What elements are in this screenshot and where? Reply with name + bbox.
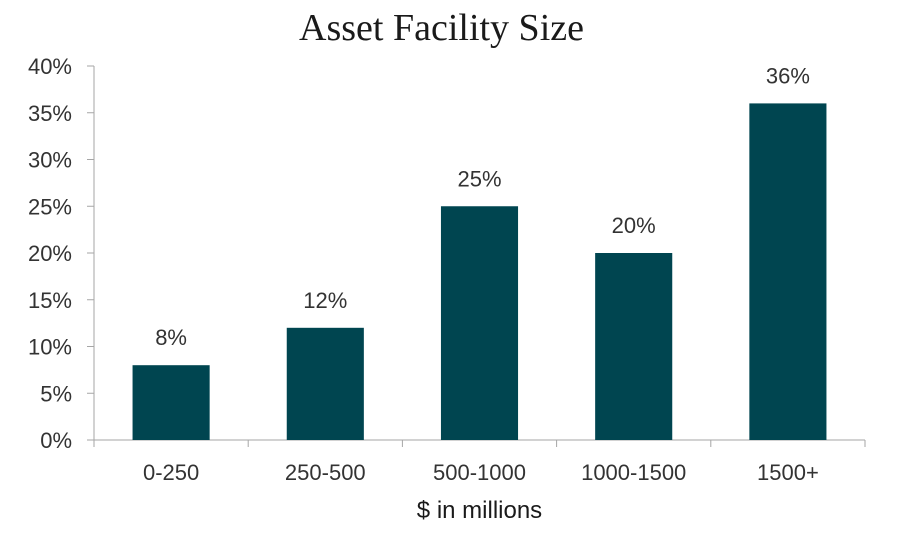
y-tick-label: 0%	[40, 428, 72, 453]
data-label: 8%	[155, 325, 187, 350]
data-label: 25%	[457, 166, 501, 191]
y-tick-label: 5%	[40, 381, 72, 406]
x-tick-label: 0-250	[143, 460, 199, 485]
data-label: 12%	[303, 288, 347, 313]
y-tick-label: 20%	[28, 241, 72, 266]
bar-1000-1500	[595, 253, 673, 440]
chart-title: Asset Facility Size	[299, 7, 584, 49]
y-tick-label: 30%	[28, 148, 72, 173]
x-tick-label: 250-500	[285, 460, 366, 485]
y-axis: 0% 5% 10% 15% 20% 25% 30% 35% 40%	[28, 54, 95, 453]
x-tick-label: 1000-1500	[581, 460, 686, 485]
y-tick-label: 10%	[28, 335, 72, 360]
bars: 8% 12% 25% 20% 36%	[132, 63, 827, 441]
x-tick-label: 1500+	[757, 460, 819, 485]
data-label: 36%	[766, 63, 810, 88]
bar-1500+	[749, 103, 827, 441]
data-label: 20%	[612, 213, 656, 238]
y-tick-label: 15%	[28, 288, 72, 313]
bar-0-250	[132, 365, 210, 440]
x-axis-title: $ in millions	[417, 497, 542, 524]
bar-500-1000	[440, 206, 519, 440]
y-tick-label: 35%	[28, 101, 72, 126]
y-tick-label: 25%	[28, 194, 72, 219]
bar-250-500	[286, 327, 364, 440]
x-tick-label: 500-1000	[433, 460, 526, 485]
x-axis: 0-250 250-500 500-1000 1000-1500 1500+	[93, 439, 866, 485]
y-tick-label: 40%	[28, 54, 72, 79]
